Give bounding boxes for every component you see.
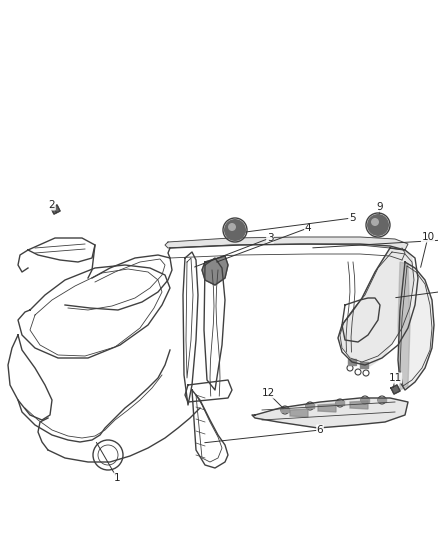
Text: 5: 5 bbox=[349, 213, 355, 223]
Text: 12: 12 bbox=[261, 388, 275, 398]
Polygon shape bbox=[202, 256, 228, 285]
Polygon shape bbox=[361, 398, 369, 402]
Text: 6: 6 bbox=[317, 425, 323, 435]
Circle shape bbox=[228, 223, 236, 231]
Polygon shape bbox=[398, 262, 434, 390]
Polygon shape bbox=[252, 398, 408, 428]
Text: 1: 1 bbox=[114, 473, 120, 483]
Text: 10: 10 bbox=[421, 232, 434, 242]
Polygon shape bbox=[398, 262, 410, 390]
Text: 4: 4 bbox=[305, 223, 311, 233]
Polygon shape bbox=[348, 359, 356, 365]
Polygon shape bbox=[391, 385, 400, 394]
Text: 3: 3 bbox=[267, 233, 273, 243]
Polygon shape bbox=[336, 401, 344, 405]
Polygon shape bbox=[350, 401, 368, 409]
Polygon shape bbox=[281, 408, 289, 412]
Polygon shape bbox=[360, 362, 368, 368]
Text: 9: 9 bbox=[377, 202, 383, 212]
Polygon shape bbox=[306, 404, 314, 408]
Circle shape bbox=[224, 219, 246, 241]
Circle shape bbox=[371, 218, 379, 226]
Polygon shape bbox=[290, 409, 308, 417]
Text: 11: 11 bbox=[389, 373, 402, 383]
Polygon shape bbox=[318, 404, 336, 412]
Polygon shape bbox=[338, 248, 414, 366]
Polygon shape bbox=[51, 205, 60, 214]
Circle shape bbox=[367, 214, 389, 236]
Polygon shape bbox=[378, 398, 386, 402]
Polygon shape bbox=[165, 237, 408, 250]
Text: 2: 2 bbox=[49, 200, 55, 210]
